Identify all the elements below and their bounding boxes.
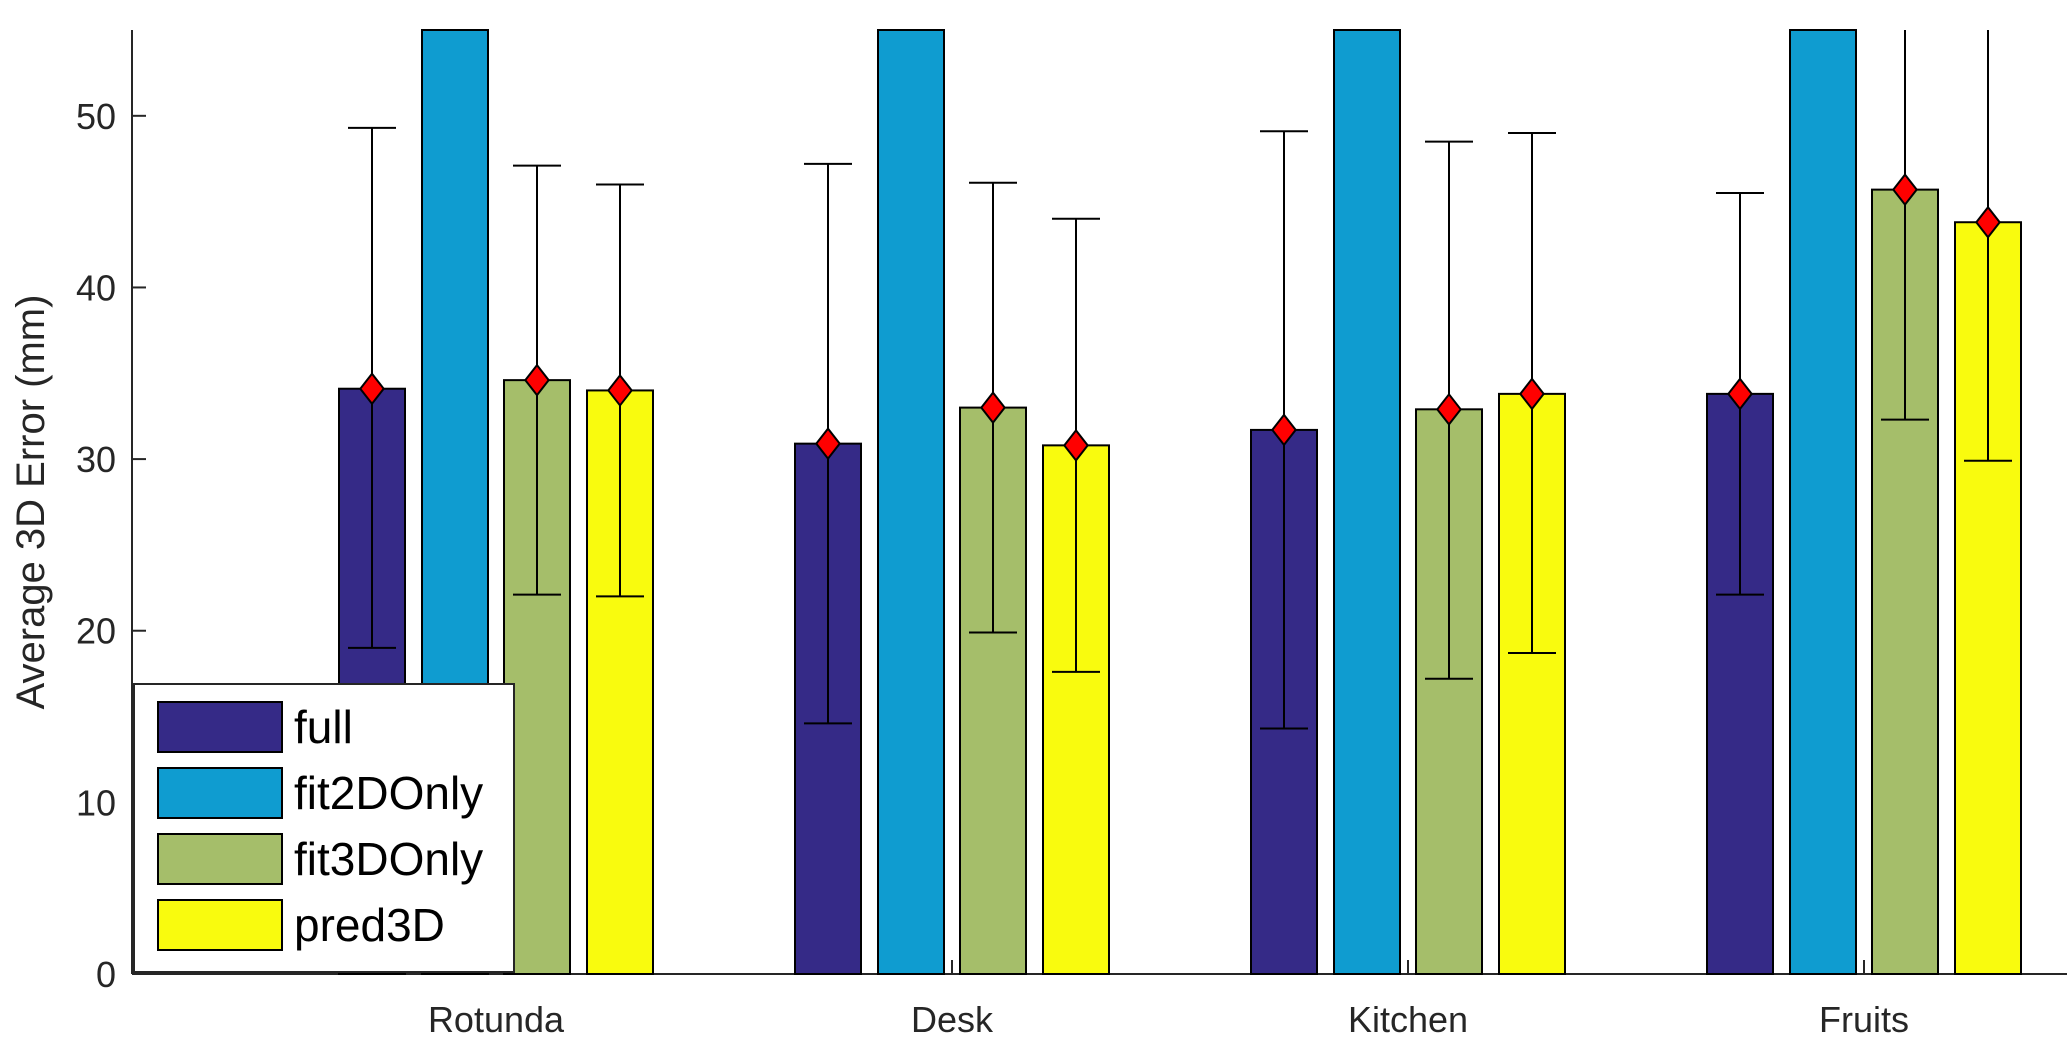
mean-marker (980, 390, 1006, 425)
x-tick-label: Rotunda (428, 999, 565, 1040)
mean-marker (1727, 377, 1753, 411)
legend-swatch (157, 899, 283, 951)
x-ticks: Rotunda Desk Kitchen Fruits (428, 960, 1909, 1040)
y-tick-label: 0 (96, 954, 116, 995)
error-bars (348, 30, 2012, 730)
y-tick-label: 50 (76, 96, 116, 137)
y-axis-title: Average 3D Error (mm) (9, 295, 53, 710)
y-tick-label: 10 (76, 782, 116, 823)
legend-swatch (157, 701, 283, 753)
mean-marker (1271, 413, 1297, 447)
mean-marker (1436, 392, 1462, 426)
bar (1789, 29, 1857, 975)
bar (877, 29, 945, 975)
legend-swatch (157, 833, 283, 885)
mean-marker (1975, 205, 2001, 239)
mean-marker (815, 427, 841, 461)
y-tick-label: 40 (76, 267, 116, 308)
legend: full fit2DOnly fit3DOnly pred3D (133, 683, 515, 973)
x-tick-label: Fruits (1819, 999, 1909, 1040)
y-ticks: 0 10 20 30 40 50 (76, 96, 146, 995)
x-tick-label: Kitchen (1348, 999, 1468, 1040)
y-tick-label: 30 (76, 439, 116, 480)
mean-marker (1892, 172, 1918, 207)
mean-marker (1519, 377, 1545, 411)
legend-label: fit3DOnly (294, 833, 483, 885)
x-tick-label: Desk (911, 999, 994, 1040)
bar (1333, 29, 1401, 975)
legend-label: fit2DOnly (294, 767, 483, 819)
y-tick-label: 20 (76, 611, 116, 652)
mean-marker (524, 363, 550, 397)
mean-marker (607, 373, 633, 408)
mean-marker (1063, 428, 1089, 462)
legend-swatch (157, 767, 283, 819)
legend-label: pred3D (294, 899, 445, 951)
legend-label: full (294, 701, 353, 753)
bars (338, 29, 2022, 976)
mean-marker (359, 372, 385, 406)
